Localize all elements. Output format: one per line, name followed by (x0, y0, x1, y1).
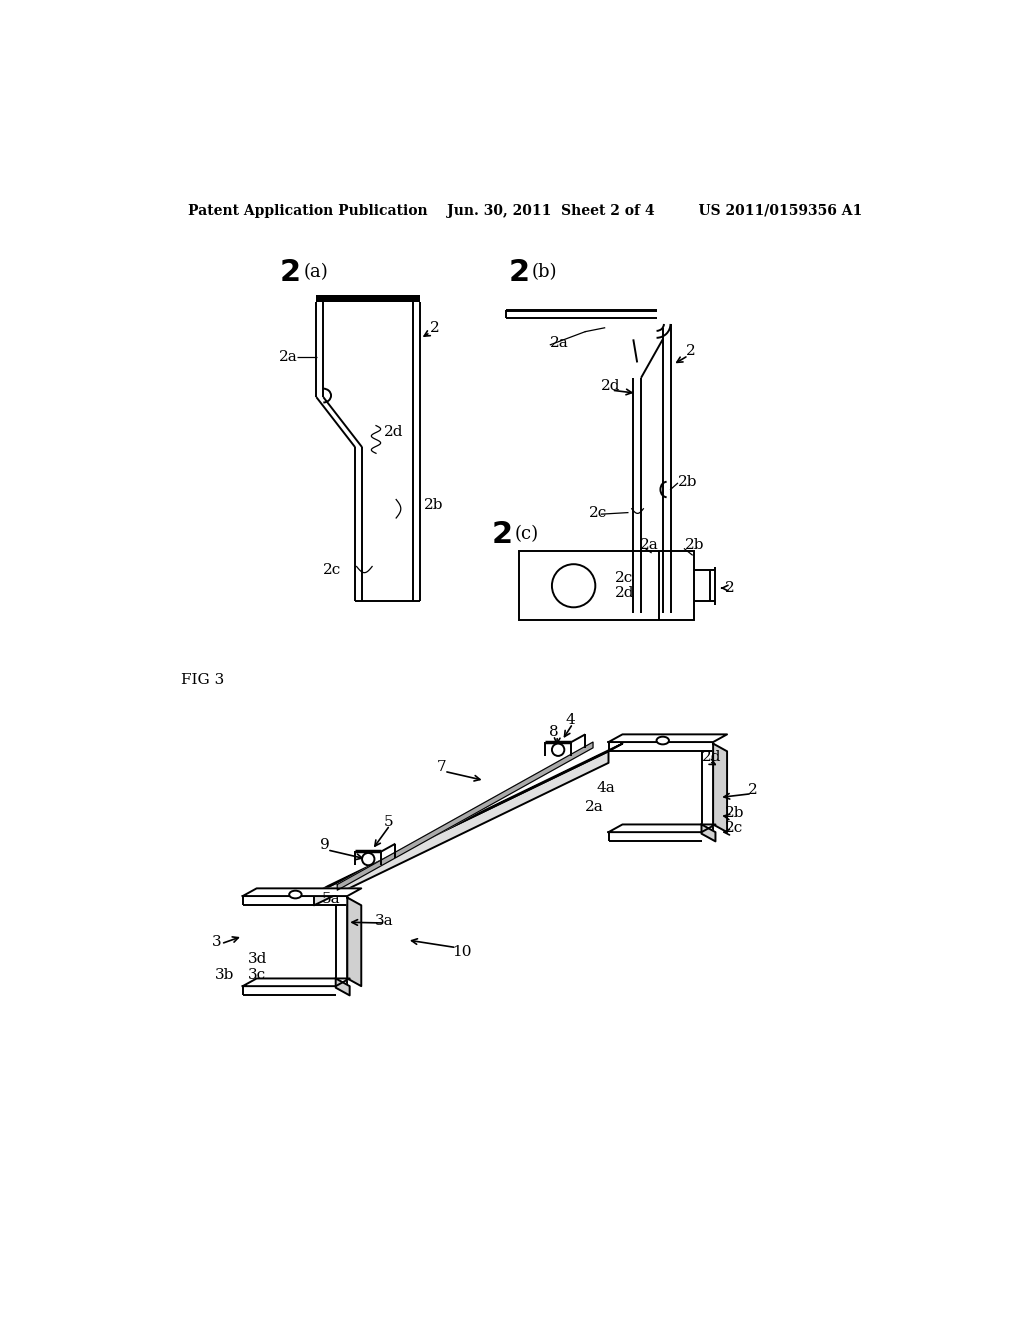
Text: 5: 5 (384, 816, 393, 829)
Polygon shape (314, 751, 608, 906)
Polygon shape (608, 734, 727, 742)
Polygon shape (337, 742, 593, 890)
Circle shape (552, 564, 595, 607)
Text: 2: 2 (430, 321, 440, 335)
Bar (519, 552, 693, 620)
Text: 2d: 2d (601, 379, 621, 392)
Bar (316, 296, 420, 302)
Text: 2: 2 (686, 345, 695, 358)
Circle shape (552, 743, 564, 756)
Text: 2c: 2c (589, 506, 607, 520)
Text: 2: 2 (725, 581, 734, 595)
Text: Patent Application Publication    Jun. 30, 2011  Sheet 2 of 4         US 2011/01: Patent Application Publication Jun. 30, … (187, 203, 862, 218)
Text: FIG 3: FIG 3 (180, 673, 224, 688)
Text: 3d: 3d (248, 952, 267, 966)
Text: 2d: 2d (701, 751, 721, 764)
Text: 2d: 2d (614, 586, 634, 601)
Text: 2a: 2a (586, 800, 604, 813)
Text: 10: 10 (452, 945, 471, 958)
Text: 2b: 2b (424, 498, 443, 512)
Text: 9: 9 (321, 838, 330, 853)
Text: 2c: 2c (324, 564, 342, 577)
Text: (b): (b) (531, 264, 557, 281)
Text: 4a: 4a (597, 781, 615, 795)
Text: 2b: 2b (678, 475, 697, 488)
Text: 2c: 2c (614, 572, 633, 585)
Text: 3: 3 (212, 936, 221, 949)
Text: 3a: 3a (375, 913, 393, 928)
Text: 2a: 2a (640, 539, 658, 552)
Text: (a): (a) (303, 264, 328, 281)
Text: $\mathbf{2}$: $\mathbf{2}$ (280, 257, 300, 288)
Polygon shape (608, 825, 716, 832)
Polygon shape (336, 978, 349, 995)
Text: 2: 2 (748, 783, 758, 797)
Circle shape (362, 853, 375, 866)
Text: 2d: 2d (384, 425, 403, 438)
Text: 2b: 2b (725, 807, 744, 820)
Ellipse shape (289, 891, 302, 899)
Polygon shape (314, 743, 623, 894)
Text: 7: 7 (436, 760, 446, 774)
Text: 3b: 3b (215, 968, 234, 982)
Text: 2b: 2b (684, 539, 703, 552)
Text: 4: 4 (566, 714, 575, 727)
Polygon shape (701, 825, 716, 841)
Text: (c): (c) (515, 525, 539, 543)
Polygon shape (713, 743, 727, 832)
Text: $\mathbf{2}$: $\mathbf{2}$ (490, 519, 511, 549)
Text: 5a: 5a (322, 892, 340, 906)
Polygon shape (243, 888, 361, 896)
Polygon shape (243, 978, 349, 986)
Text: 2a: 2a (550, 337, 569, 350)
Polygon shape (347, 898, 361, 986)
Text: 3c: 3c (248, 968, 266, 982)
Text: 8: 8 (549, 725, 558, 739)
Text: 2c: 2c (725, 821, 743, 836)
Text: 2a: 2a (280, 350, 298, 364)
Ellipse shape (656, 737, 669, 744)
Text: $\mathbf{2}$: $\mathbf{2}$ (508, 257, 528, 288)
